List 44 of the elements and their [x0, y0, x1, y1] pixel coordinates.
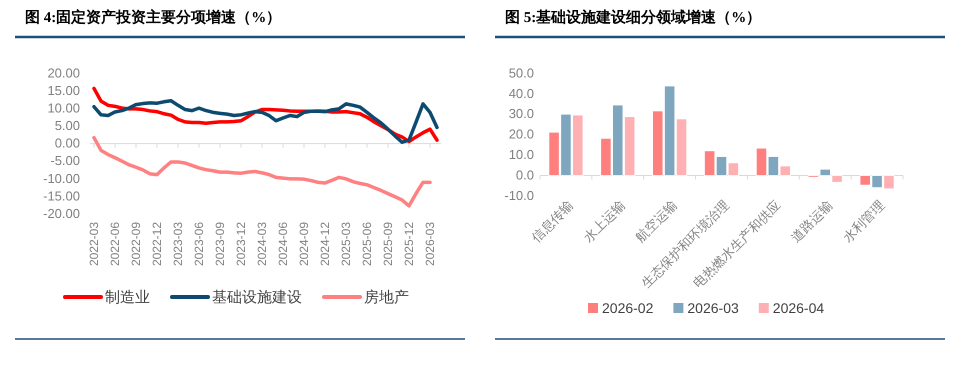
x-tick-label: 2025-09	[381, 222, 395, 266]
legend-label: 房地产	[364, 289, 409, 306]
y-tick-label: 30.0	[508, 106, 534, 122]
x-tick-label: 2023-06	[192, 222, 206, 266]
x-tick-label: 2026-03	[423, 222, 437, 266]
x-tick-label: 2024-03	[255, 222, 269, 266]
x-tick-label: 2023-09	[213, 222, 227, 266]
x-tick-label: 2024-12	[318, 222, 332, 266]
x-tick-label: 2023-12	[234, 222, 248, 266]
y-tick-label: -10.0	[504, 188, 534, 203]
x-tick-label: 水利管理	[840, 198, 888, 245]
y-tick-label: 0.00	[54, 136, 80, 151]
y-tick-label: 15.00	[47, 82, 80, 98]
y-tick-label: -5.00	[50, 153, 80, 168]
chart-title: 图 4:固定资产投资主要分项增速（%）	[25, 8, 282, 26]
y-tick-label: 40.0	[508, 86, 534, 101]
y-tick-label: 50.0	[508, 65, 534, 80]
legend-label: 2026-02	[602, 300, 654, 316]
x-tick-label: 2024-09	[297, 222, 311, 266]
chart-title: 图 5:基础设施建设细分领域增速（%）	[505, 9, 762, 26]
x-tick-label: 2023-03	[171, 222, 185, 266]
legend-label: 基础设施建设	[212, 289, 302, 306]
legend-label: 2026-03	[687, 300, 739, 316]
y-tick-label: 10.0	[508, 147, 534, 162]
y-tick-label: -15.00	[43, 188, 80, 204]
y-tick-label: -10.00	[43, 170, 80, 186]
x-tick-label: 2022-03	[87, 222, 101, 266]
x-tick-label: 2025-03	[339, 222, 353, 266]
legend-label: 2026-04	[772, 300, 824, 316]
x-tick-label: 2025-06	[360, 222, 374, 266]
y-tick-label: 5.00	[54, 118, 80, 134]
y-tick-label: 10.00	[47, 100, 80, 116]
y-tick-label: 20.00	[47, 65, 80, 80]
x-tick-label: 道路运输	[788, 198, 836, 245]
x-tick-label: 2024-06	[276, 222, 290, 266]
y-tick-label: 0.0	[516, 168, 534, 183]
x-tick-label: 2025-12	[402, 222, 416, 266]
legend-label: 制造业	[105, 289, 150, 306]
x-tick-label: 2022-09	[129, 222, 143, 266]
y-tick-label: -20.00	[43, 206, 80, 221]
x-tick-label: 2022-06	[108, 222, 122, 266]
x-tick-label: 2022-12	[150, 222, 164, 266]
x-tick-label: 水上运输	[580, 198, 628, 245]
y-tick-label: 20.0	[508, 126, 534, 142]
